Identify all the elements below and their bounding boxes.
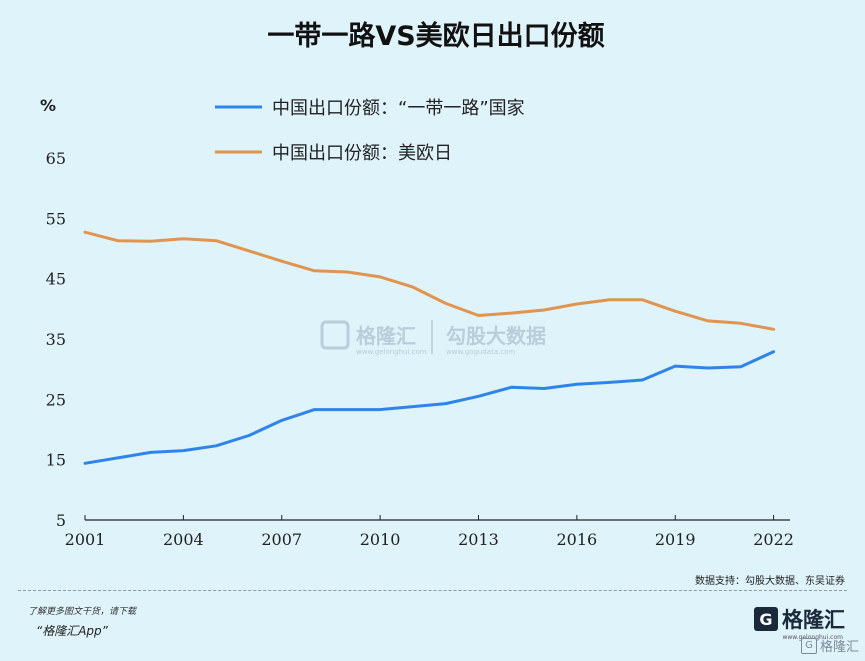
x-tick-label: 2001	[65, 530, 106, 549]
corner-brand-name: 格隆汇	[819, 640, 859, 655]
x-tick-label: 2016	[557, 530, 598, 549]
y-tick-label: 65	[46, 149, 66, 168]
footer-divider	[18, 590, 847, 591]
x-tick-label: 2010	[360, 530, 401, 549]
y-axis-unit: %	[40, 96, 56, 115]
y-tick-label: 35	[46, 330, 66, 349]
plot-lines	[83, 230, 776, 465]
x-tick-label: 2019	[655, 530, 696, 549]
x-tick-label: 2013	[458, 530, 499, 549]
watermark-logo-icon	[320, 320, 350, 350]
footer-download-text: 了解更多图文干货，请下载	[28, 607, 137, 617]
legend-label-2: 中国出口份额：美欧日	[272, 143, 452, 164]
corner-brand: G 格隆汇	[800, 636, 859, 655]
y-tick-label: 45	[46, 270, 66, 289]
footer-app-name: “格隆汇App”	[36, 624, 108, 638]
series-line-2	[83, 230, 776, 331]
watermark-logo-url: www.gelonghui.com	[356, 348, 427, 356]
x-tick-label: 2007	[261, 530, 302, 549]
corner-logo-icon: G	[800, 637, 817, 654]
watermark-logo-text: 格隆汇	[356, 324, 416, 348]
legend-label-1: 中国出口份额：“一带一路”国家	[272, 98, 525, 119]
brand-name: 格隆汇	[782, 608, 845, 632]
x-tick-label: 2022	[753, 530, 794, 549]
source-note: 数据支持：勾股大数据、东吴证券	[695, 576, 845, 587]
y-tick-label: 5	[56, 511, 66, 530]
plot-axes: 5 15 25 35 45 55 65% 2001 2004 2007 2010 2013 2016 20…	[40, 96, 794, 549]
watermark-brand-url: www.gogudata.com	[446, 348, 515, 356]
brand-logo-icon: G	[754, 607, 778, 631]
chart-title: 一带一路VS美欧日出口份额	[267, 20, 604, 52]
x-tick-label: 2004	[163, 530, 204, 549]
watermark-brand-text: 勾股大数据	[446, 324, 546, 348]
y-tick-label: 55	[46, 209, 66, 228]
y-tick-label: 15	[46, 451, 66, 470]
series-line-1	[83, 350, 776, 465]
y-tick-label: 25	[46, 390, 66, 409]
